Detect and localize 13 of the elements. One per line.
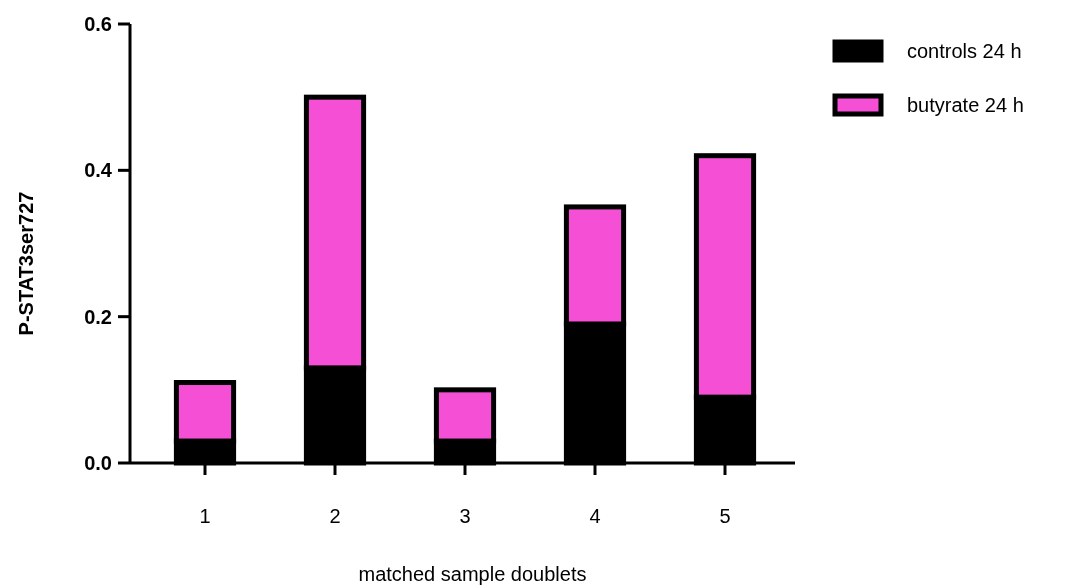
x-tick-label: 5 [719, 505, 731, 527]
y-tick-label: 0.6 [84, 13, 112, 35]
x-tick-label: 1 [199, 505, 211, 527]
legend-label: butyrate 24 h [907, 94, 1024, 116]
x-tick-label: 4 [589, 505, 601, 527]
legend-label: controls 24 h [907, 40, 1022, 62]
x-tick-label: 3 [459, 505, 471, 527]
x-tick-label: 2 [329, 505, 341, 527]
y-tick-label: 0.4 [84, 159, 113, 182]
y-axis-title: P-STAT3ser727 [15, 191, 37, 336]
x-axis-title: matched sample doublets [358, 563, 587, 585]
y-tick-label: 0.2 [84, 305, 112, 328]
y-tick-label: 0.0 [84, 452, 112, 474]
